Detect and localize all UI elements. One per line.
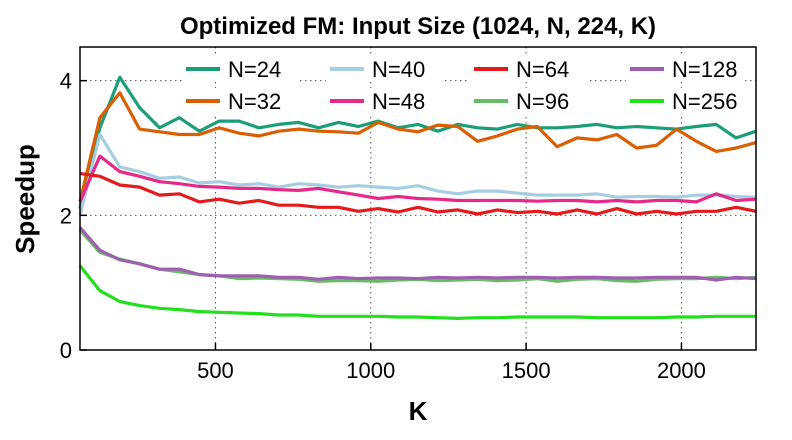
x-tick-label: 2000 (657, 358, 706, 383)
y-axis-label: Speedup (10, 144, 40, 254)
series-lines (78, 75, 757, 320)
legend-label: N=96 (516, 89, 569, 114)
y-tick-label: 4 (60, 69, 72, 94)
x-tick-label: 1000 (346, 358, 395, 383)
legend-label: N=40 (372, 57, 425, 82)
legend-label: N=256 (672, 89, 737, 114)
series-line-n-256 (78, 264, 756, 320)
series-line-n-48 (78, 154, 757, 204)
series-line-n-24 (78, 75, 757, 209)
series-line-n-32 (78, 91, 757, 203)
legend: N=24 N=32 N=40 N=48 N=64 N=96 N=128 N=256 (182, 56, 744, 114)
plot-frame (79, 46, 757, 351)
legend-label: N=64 (516, 57, 569, 82)
y-tick-label: 2 (60, 203, 72, 228)
series-line-n-128 (78, 226, 757, 282)
x-tick-label: 1500 (502, 358, 551, 383)
series-line-n-40 (78, 132, 757, 216)
series-line-n-64 (79, 172, 757, 216)
series-line-n-96 (78, 229, 757, 283)
legend-label: N=48 (372, 89, 425, 114)
legend-label: N=128 (672, 57, 737, 82)
chart-title: Optimized FM: Input Size (1024, N, 224, … (180, 13, 656, 40)
x-axis-label: K (409, 396, 428, 426)
y-tick-label: 0 (60, 338, 72, 363)
legend-label: N=24 (228, 57, 281, 82)
axis-ticks: 500 1000 1500 2000 0 2 4 (60, 69, 706, 383)
x-tick-label: 500 (197, 358, 234, 383)
legend-label: N=32 (228, 89, 281, 114)
